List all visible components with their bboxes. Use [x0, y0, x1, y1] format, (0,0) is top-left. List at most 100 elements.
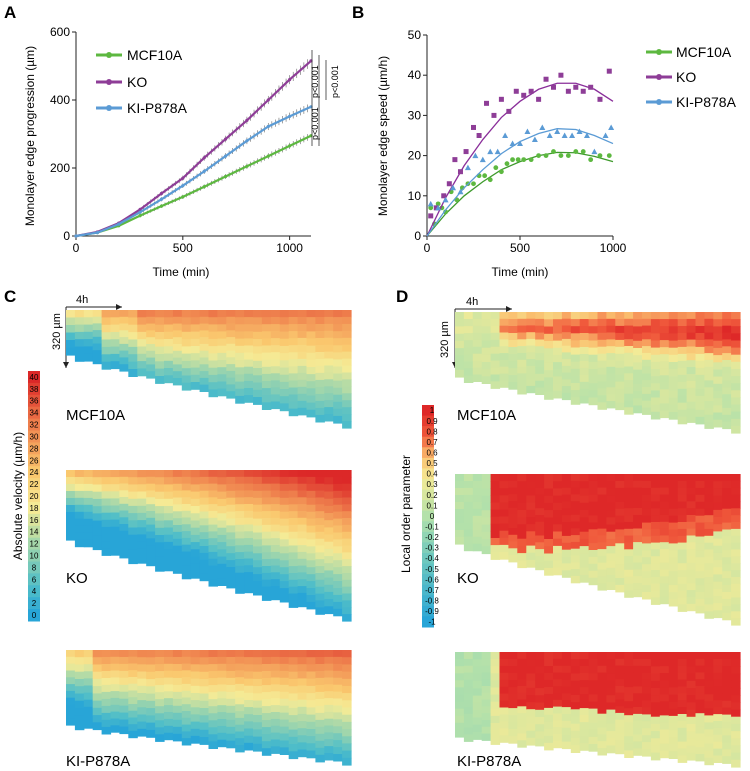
- heatmap-d-mcf10a-cell: [624, 332, 634, 340]
- heatmap-d-ko-cell: [668, 474, 679, 482]
- heatmap-d-ki-cell: [579, 701, 590, 709]
- chart-b-xtick-label: 500: [510, 241, 530, 255]
- heatmap-d-ki-cell: [490, 687, 501, 696]
- heatmap-d-mcf10a-cell: [579, 333, 590, 341]
- heatmap-c-ko-cell: [128, 505, 138, 514]
- heatmap-c-ko-cell: [342, 518, 352, 526]
- heatmap-d-ko-cell: [615, 480, 625, 489]
- heatmap-c-mcf10a-cell: [226, 357, 236, 365]
- heatmap-d-mcf10a-cell: [615, 312, 625, 320]
- heatmap-c-ki-cell: [155, 678, 165, 686]
- heatmap-d-ko-cell: [535, 487, 545, 496]
- heatmap-c-ki-cell: [315, 712, 325, 721]
- heatmap-c-ko-cell: [137, 477, 147, 485]
- heatmap-d-ki-cell: [695, 726, 705, 735]
- heatmap-c-ko-cell: [74, 532, 85, 541]
- heatmap-c-mcf10a-cell: [342, 310, 352, 318]
- heatmap-c-ko-cell: [119, 476, 129, 485]
- heatmap-d-ko-cell: [722, 612, 732, 621]
- heatmap-c-colorbar-swatch: [28, 454, 40, 467]
- heatmap-d-mcf10a-cell: [490, 360, 501, 369]
- heatmap-c-ki-cell: [226, 650, 236, 658]
- heatmap-d-ki-cell: [659, 736, 670, 745]
- heatmap-c-mcf10a-cell: [155, 317, 165, 326]
- heatmap-c-ko-cell: [261, 504, 272, 512]
- heatmap-d-ki-cell: [722, 742, 732, 750]
- heatmap-d-ki-cell: [561, 727, 572, 736]
- heatmap-d-mcf10a-cell: [553, 333, 563, 342]
- heatmap-d-ki-cell: [677, 693, 688, 701]
- heatmap-d-ki-cell: [463, 720, 474, 729]
- heatmap-d-ki-cell: [695, 713, 705, 721]
- heatmap-c-ko-cell: [164, 484, 174, 493]
- heatmap-d-ki-cell: [526, 659, 536, 667]
- heatmap-d-ki-cell: [731, 752, 741, 761]
- heatmap-d-ki-cell: [633, 652, 643, 660]
- heatmap-d-ko-cell: [526, 495, 536, 504]
- heatmap-d-ko-cell: [526, 502, 536, 511]
- chart-a-legend: MCF10A KO KI-P878A: [96, 47, 188, 116]
- heatmap-c-mcf10a-cell: [342, 365, 352, 373]
- heatmap-c-ko-cell: [244, 510, 254, 519]
- heatmap-d-ki-cell: [731, 709, 741, 718]
- heatmap-d-ki-cell: [455, 666, 465, 674]
- heatmap-d-ki-cell: [677, 658, 688, 667]
- heatmap-c-ki-cell: [315, 719, 325, 728]
- heatmap-d-mcf10a-cell: [588, 326, 599, 334]
- heatmap-d-ki-cell: [704, 736, 714, 745]
- heatmap-d-ki-cell: [615, 692, 625, 700]
- heatmap-c-ki-cell: [315, 747, 325, 756]
- heatmap-d-ko-cell: [606, 510, 616, 518]
- heatmap-c-mcf10a-cell: [270, 394, 281, 402]
- heatmap-d-mcf10a-cell: [463, 340, 474, 348]
- heatmap-c-mcf10a-cell: [92, 336, 103, 345]
- heatmap-d-ko-cell: [659, 528, 670, 536]
- panel-label-b: B: [352, 3, 364, 22]
- heatmap-c-ki-cell: [172, 726, 183, 735]
- heatmap-c-ki-cell: [164, 677, 174, 686]
- heatmap-d-ki-cell: [668, 652, 679, 660]
- heatmap-c-ki-cell: [208, 650, 218, 658]
- heatmap-c-row-label-ki: KI-P878A: [66, 753, 130, 770]
- heatmap-c-colorbar-label: 16: [30, 516, 39, 525]
- heatmap-c-ki-cell: [342, 750, 352, 759]
- heatmap-d-colorbar-swatch: [422, 405, 434, 417]
- heatmap-d-ki-cell: [731, 716, 741, 725]
- heatmap-d-ki-cell: [544, 721, 554, 730]
- heatmap-c-ki-cell: [181, 731, 192, 739]
- heatmap-d-ki-cell: [535, 652, 545, 660]
- heatmap-d-mcf10a-cell: [535, 373, 545, 382]
- heatmap-c-mcf10a-cell: [155, 368, 165, 377]
- heatmap-c-ko-cell: [190, 556, 201, 565]
- heatmap-c-ki-cell: [190, 700, 201, 708]
- heatmap-c-ki-cell: [181, 670, 192, 678]
- heatmap-d-ko-cell: [455, 474, 465, 482]
- heatmap-d-ki-cell: [535, 709, 545, 718]
- heatmap-d-mcf10a-cell: [633, 362, 643, 371]
- heatmap-d-ki-cell: [535, 688, 545, 696]
- heatmap-c-ki-cell: [155, 706, 165, 714]
- heatmap-d-ki-cell: [499, 728, 509, 736]
- heatmap-d-mcf10a-cell: [642, 373, 652, 381]
- heatmap-d-colorbar-swatch: [422, 436, 434, 448]
- heatmap-d-ko-cell: [517, 481, 527, 489]
- heatmap-c-ki-cell: [261, 685, 272, 693]
- heatmap-d-mcf10a-cell: [463, 354, 474, 362]
- heatmap-c-mcf10a-cell: [288, 387, 299, 396]
- heatmap-d-colorbar-label: 0.2: [426, 491, 438, 500]
- heatmap-d-ki-cell: [490, 694, 501, 703]
- heatmap-c-ko-cell: [288, 600, 299, 608]
- heatmap-d-ko-cell: [579, 524, 590, 533]
- heatmap-d-mcf10a-cell: [633, 391, 643, 399]
- heatmap-c-ki-cell: [288, 736, 299, 745]
- heatmap-d-ki-cell: [579, 708, 590, 716]
- heatmap-d-mcf10a-cell: [713, 391, 723, 399]
- heatmap-c-ko-cell: [146, 524, 156, 532]
- heatmap-c-ki-cell: [110, 711, 120, 719]
- heatmap-d-mcf10a-cell: [713, 405, 723, 414]
- heatmap-d-ki-cell: [642, 652, 652, 660]
- heatmap-d-ki-cell: [731, 652, 741, 660]
- heatmap-d-ko-cell: [517, 538, 527, 547]
- heatmap-c-ko-cell: [253, 588, 263, 596]
- heatmap-d-mcf10a-cell: [588, 312, 599, 320]
